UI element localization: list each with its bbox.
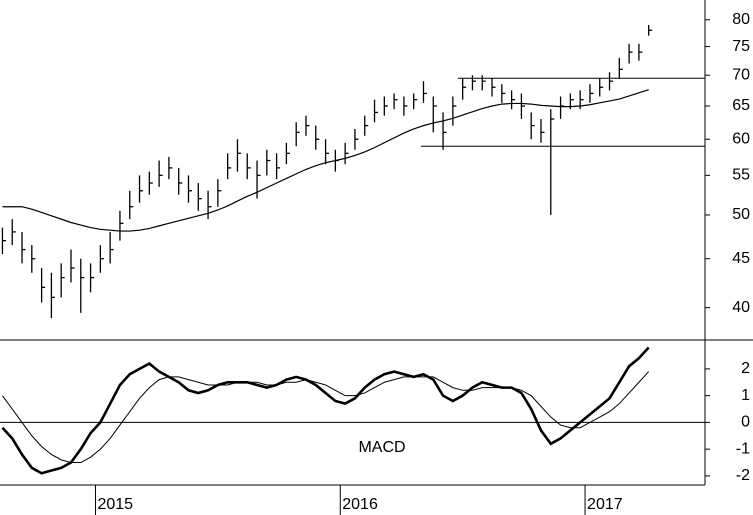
- y-tick-label: -2: [736, 467, 750, 484]
- y-tick-label: 45: [732, 250, 750, 267]
- y-tick-label: 60: [732, 130, 750, 147]
- y-tick-label: 2: [741, 360, 750, 377]
- y-tick-label: 70: [732, 66, 750, 83]
- y-tick-label: 75: [732, 38, 750, 55]
- indicator-label: MACD: [358, 439, 405, 456]
- y-tick-label: 65: [732, 97, 750, 114]
- signal-line: [2, 371, 650, 464]
- x-tick-label: 2015: [97, 496, 133, 513]
- y-tick-label: -1: [736, 440, 750, 457]
- x-tick-label: 2017: [587, 496, 623, 513]
- y-tick-label: 80: [732, 11, 750, 28]
- y-tick-label: 40: [732, 299, 750, 316]
- x-tick-label: 2016: [342, 496, 378, 513]
- y-tick-label: 0: [741, 414, 750, 431]
- y-tick-label: 1: [741, 387, 750, 404]
- y-tick-label: 55: [732, 167, 750, 184]
- y-tick-label: 50: [732, 206, 750, 223]
- macd-line: [1, 346, 650, 475]
